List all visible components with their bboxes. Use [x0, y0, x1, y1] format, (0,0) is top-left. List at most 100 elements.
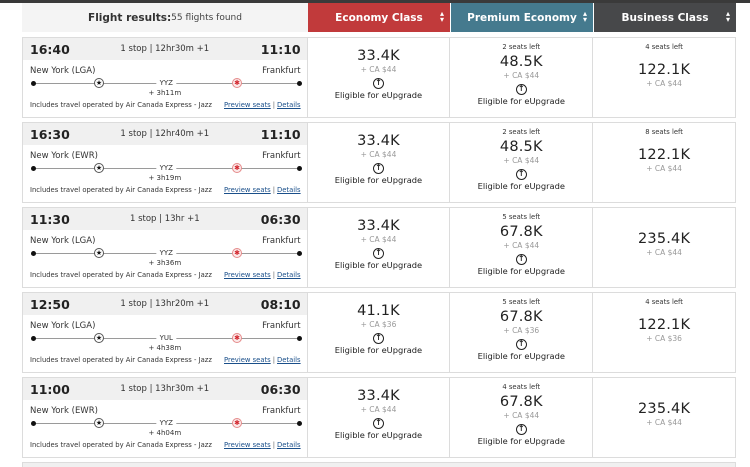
fare-taxes: + CA $44 [503, 71, 540, 80]
eupgrade-arrow-icon: ↑ [372, 78, 384, 89]
sort-icon[interactable]: ▴ ▾ [725, 9, 730, 24]
fare-content: 122.1K + CA $44 [593, 62, 735, 88]
fare-cell-premium-economy[interactable]: 2 seats left 48.5K + CA $44 ↑ Eligible f… [450, 123, 594, 202]
flight-stops-duration: 1 stop | 13hr +1 [129, 214, 200, 224]
layover-duration: + 3h19m [148, 174, 182, 182]
fare-cell-business[interactable]: 235.4K + CA $44 [593, 378, 735, 457]
details-link[interactable]: Details [277, 356, 301, 364]
fare-content: 33.4K + CA $44 ↑ Eligible for eUpgrade [308, 218, 450, 270]
column-header-premium-economy[interactable]: Premium Economy ▴ ▾ [451, 3, 593, 32]
seats-left: 4 seats left [645, 298, 683, 306]
origin-dot-icon [31, 251, 36, 256]
flight-summary: 16:40 1 stop | 12hr30m +1 11:10 New York… [23, 38, 308, 117]
connection-airport: YUL [156, 334, 176, 342]
fare-cell-business[interactable]: 4 seats left 122.1K + CA $44 [593, 38, 735, 117]
eupgrade-arrow-icon: ↑ [515, 84, 527, 95]
flight-row: 12:50 1 stop | 13hr20m +1 08:10 New York… [22, 292, 736, 373]
star-alliance-icon: ★ [94, 78, 104, 88]
preview-seats-link[interactable]: Preview seats [224, 441, 271, 449]
details-link[interactable]: Details [277, 441, 301, 449]
departure-time: 12:50 [30, 296, 70, 312]
fare-cell-business[interactable]: 4 seats left 122.1K + CA $36 [593, 293, 735, 372]
eupgrade-arrow-icon: ↑ [515, 169, 527, 180]
preview-seats-link[interactable]: Preview seats [224, 186, 271, 194]
flight-times-strip: 12:50 1 stop | 13hr20m +1 08:10 [23, 293, 307, 315]
details-link[interactable]: Details [277, 186, 301, 194]
eupgrade-arrow-icon: ↑ [372, 248, 384, 259]
fare-cell-economy[interactable]: 33.4K + CA $44 ↑ Eligible for eUpgrade [308, 378, 451, 457]
sort-icon[interactable]: ▴ ▾ [439, 9, 444, 24]
origin-city: New York (LGA) [30, 236, 96, 246]
eupgrade-arrow-icon: ↑ [515, 254, 527, 265]
fare-content: 48.5K + CA $44 ↑ Eligible for eUpgrade [450, 54, 592, 106]
operated-by-note: Includes travel operated by Air Canada E… [30, 356, 212, 364]
fare-cell-business[interactable]: 235.4K + CA $44 [593, 208, 735, 287]
fare-points: 235.4K [637, 231, 691, 247]
column-header-label: Economy Class [335, 11, 423, 24]
fare-content: 67.8K + CA $36 ↑ Eligible for eUpgrade [450, 309, 592, 361]
results-header: Flight results: 55 flights found Economy … [22, 3, 736, 32]
fare-cell-economy[interactable]: 33.4K + CA $44 ↑ Eligible for eUpgrade [308, 208, 451, 287]
origin-city: New York (LGA) [30, 66, 96, 76]
link-separator: | [272, 356, 276, 364]
flight-links: Preview seats | Details [224, 441, 301, 449]
operated-by-note: Includes travel operated by Air Canada E… [30, 441, 212, 449]
arrival-time: 06:30 [260, 381, 301, 397]
sort-icon[interactable]: ▴ ▾ [582, 9, 587, 24]
layover-duration: + 3h11m [148, 89, 182, 97]
eupgrade-arrow-icon: ↑ [515, 339, 527, 350]
column-header-economy[interactable]: Economy Class ▴ ▾ [308, 3, 450, 32]
origin-dot-icon [31, 336, 36, 341]
fare-cell-premium-economy[interactable]: 4 seats left 67.8K + CA $44 ↑ Eligible f… [450, 378, 594, 457]
fare-taxes: + CA $44 [360, 150, 397, 159]
preview-seats-link[interactable]: Preview seats [224, 356, 271, 364]
star-alliance-icon: ★ [94, 333, 104, 343]
fare-cell-economy[interactable]: 33.4K + CA $44 ↑ Eligible for eUpgrade [308, 123, 451, 202]
flight-links: Preview seats | Details [224, 271, 301, 279]
departure-time: 11:00 [30, 381, 70, 397]
fare-cell-premium-economy[interactable]: 5 seats left 67.8K + CA $44 ↑ Eligible f… [450, 208, 594, 287]
fare-cell-business[interactable]: 8 seats left 122.1K + CA $44 [593, 123, 735, 202]
seats-left: 8 seats left [645, 128, 683, 136]
fare-cell-economy[interactable]: 33.4K + CA $44 ↑ Eligible for eUpgrade [308, 38, 451, 117]
fare-cell-premium-economy[interactable]: 2 seats left 48.5K + CA $44 ↑ Eligible f… [450, 38, 594, 117]
fare-cell-economy[interactable]: 41.1K + CA $36 ↑ Eligible for eUpgrade [308, 293, 451, 372]
details-link[interactable]: Details [277, 271, 301, 279]
seats-left: 4 seats left [502, 383, 541, 391]
destination-city: Frankfurt [262, 236, 301, 246]
air-canada-leaf-icon: ✱ [232, 163, 242, 173]
flight-cities: New York (EWR) Frankfurt [23, 400, 307, 416]
results-title: Flight results: 55 flights found [22, 3, 308, 32]
fare-content: 67.8K + CA $44 ↑ Eligible for eUpgrade [450, 394, 592, 446]
flight-footer: Includes travel operated by Air Canada E… [23, 352, 307, 364]
origin-city: New York (EWR) [30, 151, 98, 161]
flight-summary: 11:30 1 stop | 13hr +1 06:30 New York (L… [23, 208, 308, 287]
preview-seats-link[interactable]: Preview seats [224, 271, 271, 279]
operated-by-note: Includes travel operated by Air Canada E… [30, 271, 212, 279]
fare-content: 41.1K + CA $36 ↑ Eligible for eUpgrade [308, 303, 450, 355]
route-line: ★ YYZ ✱ [31, 418, 302, 430]
fare-points: 48.5K [499, 54, 543, 70]
column-header-business[interactable]: Business Class ▴ ▾ [594, 3, 736, 32]
flight-footer: Includes travel operated by Air Canada E… [23, 437, 307, 449]
flight-summary: 11:00 1 stop | 13hr30m +1 06:30 New York… [23, 378, 308, 457]
seats-left: 4 seats left [645, 43, 683, 51]
destination-city: Frankfurt [262, 406, 301, 416]
eupgrade-arrow-icon: ↑ [372, 418, 384, 429]
flight-footer: Includes travel operated by Air Canada E… [23, 97, 307, 109]
seats-left: 5 seats left [502, 298, 541, 306]
fare-taxes: + CA $44 [646, 164, 682, 173]
flight-row: 11:30 1 stop | 13hr +1 06:30 New York (L… [22, 207, 736, 288]
origin-dot-icon [31, 166, 36, 171]
arrival-time: 08:10 [260, 296, 301, 312]
fare-content: 33.4K + CA $44 ↑ Eligible for eUpgrade [308, 133, 450, 185]
flight-summary: 12:50 1 stop | 13hr20m +1 08:10 New York… [23, 293, 308, 372]
fare-content: 67.8K + CA $44 ↑ Eligible for eUpgrade [450, 224, 592, 276]
preview-seats-link[interactable]: Preview seats [224, 101, 271, 109]
flight-stops-duration: 1 stop | 12hr30m +1 [120, 44, 210, 54]
fare-cell-premium-economy[interactable]: 5 seats left 67.8K + CA $36 ↑ Eligible f… [450, 293, 594, 372]
details-link[interactable]: Details [277, 101, 301, 109]
route-line: ★ YYZ ✱ [31, 248, 302, 260]
destination-dot-icon [296, 421, 302, 426]
flight-footer: Includes travel operated by Air Canada E… [23, 182, 307, 194]
